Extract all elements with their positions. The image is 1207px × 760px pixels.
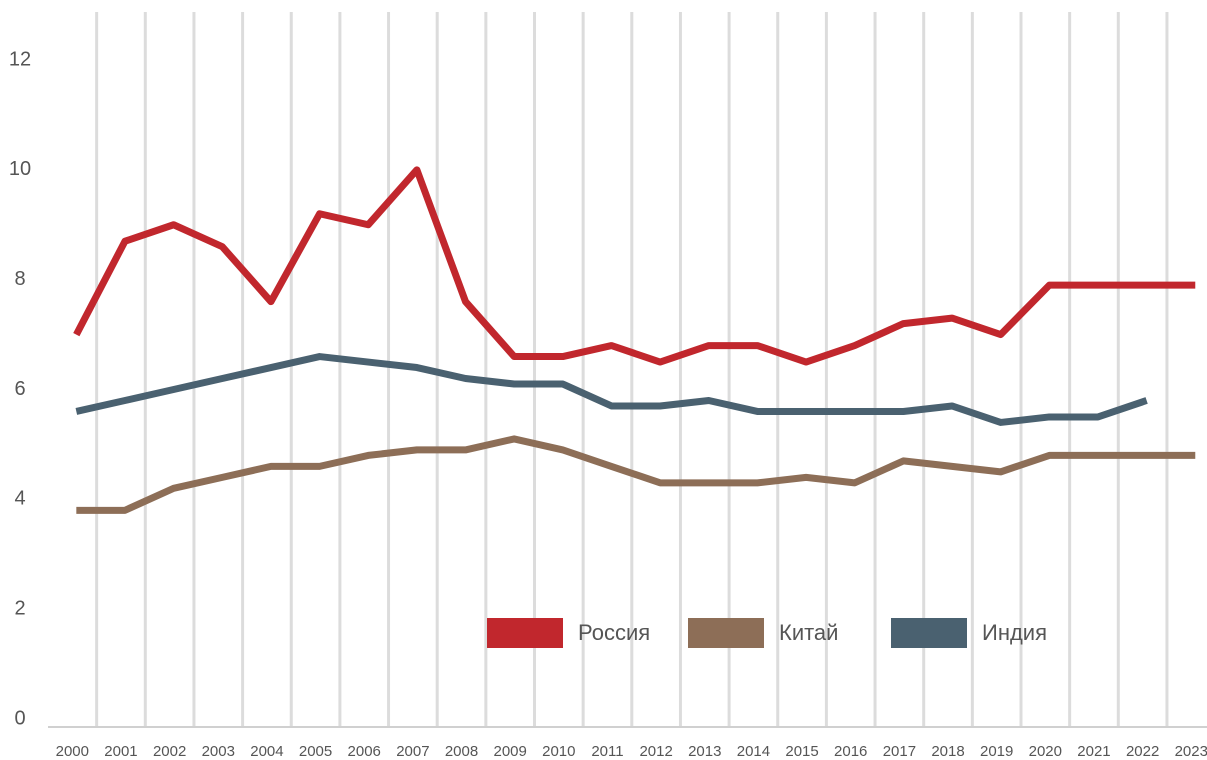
y-tick-label: 4	[14, 488, 25, 510]
x-tick-label: 2021	[1077, 743, 1110, 760]
x-tick-label: 2011	[591, 743, 623, 760]
x-tick-label: 2014	[737, 743, 770, 760]
x-tick-label: 2000	[56, 743, 89, 760]
x-tick-label: 2010	[542, 743, 575, 760]
x-tick-label: 2015	[785, 743, 818, 760]
legend-label: Индия	[982, 620, 1047, 645]
y-tick-label: 2	[14, 597, 25, 619]
y-tick-label: 0	[14, 707, 25, 729]
x-tick-label: 2006	[348, 743, 381, 760]
x-tick-label: 2002	[153, 743, 186, 760]
x-tick-label: 2008	[445, 743, 478, 760]
y-tick-label: 8	[14, 268, 25, 290]
y-tick-label: 6	[14, 378, 25, 400]
x-tick-label: 2009	[493, 743, 526, 760]
x-tick-label: 2005	[299, 743, 332, 760]
x-tick-label: 2007	[396, 743, 429, 760]
line	[75, 353, 1148, 426]
line	[73, 166, 1196, 366]
y-tick-label: 12	[9, 48, 31, 70]
x-tick-label: 2022	[1126, 743, 1159, 760]
legend-swatch	[891, 618, 967, 648]
legend-swatch	[487, 618, 563, 648]
x-tick-label: 2012	[639, 743, 672, 760]
x-tick-label: 2017	[883, 743, 916, 760]
y-tick-label: 10	[9, 158, 31, 180]
x-tick-label: 2016	[834, 743, 867, 760]
x-tick-label: 2018	[931, 743, 964, 760]
x-tick-label: 2003	[202, 743, 235, 760]
legend-label: Россия	[578, 620, 650, 645]
legend-label: Китай	[779, 620, 838, 645]
x-tick-label: 2020	[1029, 743, 1062, 760]
x-tick-label: 2004	[250, 743, 283, 760]
legend-swatch	[688, 618, 764, 648]
x-tick-label: 2023	[1175, 743, 1207, 760]
x-tick-label: 2001	[104, 743, 137, 760]
line	[76, 435, 1196, 514]
x-tick-label: 2019	[980, 743, 1013, 760]
x-tick-label: 2013	[688, 743, 721, 760]
